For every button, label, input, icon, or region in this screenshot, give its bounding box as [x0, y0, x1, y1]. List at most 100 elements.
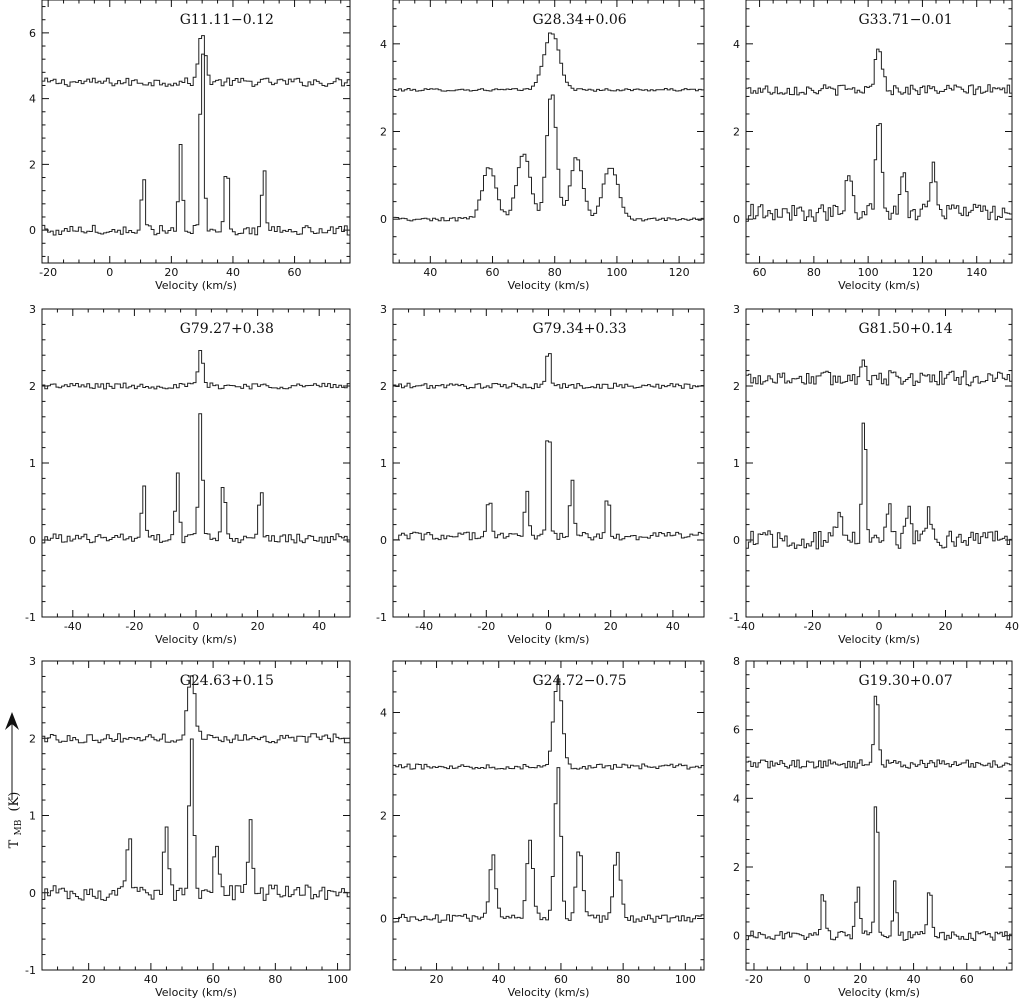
x-tick-label: 20: [82, 973, 96, 986]
panel-title: G24.72−0.75: [533, 673, 627, 689]
x-tick-label: 0: [804, 973, 811, 986]
y-tick-label: 4: [733, 792, 740, 805]
spectrum-panel-3: 60 80 100 120 140 0 2 4 Velocity (km/s) G33.71−0.…: [733, 0, 1013, 292]
spectrum-panel-6: -40 -20 0 20 40 -1 0 1 2 3 Velocity (km/s) G81.50+0…: [729, 303, 1019, 646]
panel-title: G79.34+0.33: [533, 321, 627, 337]
spectrum-line-lower: [42, 738, 350, 901]
y-tick-label: 1: [29, 810, 36, 823]
y-tick-label: 4: [733, 38, 740, 51]
x-axis-label: Velocity (km/s): [838, 633, 920, 646]
x-tick-label: -40: [64, 620, 82, 633]
x-tick-label: 40: [1005, 620, 1019, 633]
x-tick-label: 60: [753, 266, 767, 279]
x-tick-label: 60: [554, 973, 568, 986]
x-tick-label: 80: [807, 266, 821, 279]
panel-title: G79.27+0.38: [180, 321, 274, 337]
spectrum-line-upper: [393, 353, 704, 390]
y-tick-label: 1: [29, 457, 36, 470]
spectrum-line-lower: [393, 440, 704, 541]
x-tick-label: 60: [486, 266, 500, 279]
x-tick-label: 20: [604, 620, 618, 633]
panel-title: G24.63+0.15: [180, 673, 274, 689]
spectrum-line-lower: [746, 422, 1012, 550]
x-tick-label: -40: [415, 620, 433, 633]
plot-frame: [745, 0, 1013, 264]
y-tick-label: 0: [733, 213, 740, 226]
panel-title: G28.34+0.06: [533, 12, 627, 28]
x-axis-label: Velocity (km/s): [508, 633, 590, 646]
spectrum-line-lower: [42, 53, 350, 236]
y-tick-label: 6: [29, 27, 36, 40]
y-tick-label: 4: [380, 707, 387, 720]
x-tick-label: 40: [666, 620, 680, 633]
panel-title: G11.11−0.12: [180, 12, 274, 28]
x-tick-label: 100: [675, 973, 696, 986]
spectrum-panel-8: 20 40 60 80 100 0 2 4 Velocity (km/s) G24.72−0.75: [380, 660, 705, 999]
x-tick-label: -20: [477, 620, 495, 633]
x-tick-label: 60: [960, 973, 974, 986]
spectrum-line-upper: [42, 35, 350, 87]
spectrum-line-upper: [746, 359, 1012, 387]
y-axis-label-unit: (K): [7, 792, 22, 812]
plot-frame: [745, 308, 1013, 618]
y-tick-label: 2: [733, 126, 740, 139]
plot-frame: [392, 660, 705, 971]
y-tick-label: 4: [380, 38, 387, 51]
spectrum-line-upper: [746, 48, 1012, 96]
y-tick-label: 0: [380, 213, 387, 226]
y-tick-label: 2: [733, 380, 740, 393]
plot-frame: [41, 0, 351, 264]
x-tick-label: -20: [125, 620, 143, 633]
y-tick-label: 1: [733, 457, 740, 470]
x-tick-label: 0: [876, 620, 883, 633]
spectrum-line-upper: [42, 350, 350, 390]
x-tick-label: 140: [966, 266, 987, 279]
y-tick-label: 2: [380, 380, 387, 393]
y-tick-label: -1: [376, 611, 387, 624]
x-tick-label: -40: [737, 620, 755, 633]
x-tick-label: 40: [492, 973, 506, 986]
x-tick-label: -20: [804, 620, 822, 633]
y-tick-label: 0: [380, 913, 387, 926]
y-tick-label: 2: [380, 126, 387, 139]
y-tick-label: 3: [380, 303, 387, 316]
x-axis-label: Velocity (km/s): [508, 279, 590, 292]
y-tick-label: 2: [380, 810, 387, 823]
y-axis-arrow-icon: [5, 712, 19, 800]
y-tick-label: 1: [380, 457, 387, 470]
x-tick-label: 120: [912, 266, 933, 279]
spectrum-line-upper: [393, 32, 704, 92]
y-tick-label: 0: [733, 930, 740, 943]
plot-frame: [745, 660, 1013, 971]
panel-title: G81.50+0.14: [859, 321, 953, 337]
spectrum-line-lower: [393, 767, 704, 923]
x-tick-label: -20: [745, 973, 763, 986]
spectrum-panel-1: -20 0 20 40 60 0 2 4 6 Velocity (km/s) G11.11−0.12: [29, 0, 351, 292]
x-tick-label: 100: [606, 266, 627, 279]
x-axis-label: Velocity (km/s): [155, 986, 237, 999]
y-tick-label: 2: [29, 158, 36, 171]
panel-title: G19.30+0.07: [859, 673, 953, 689]
x-tick-label: 20: [251, 620, 265, 633]
x-axis-label: Velocity (km/s): [155, 279, 237, 292]
x-axis-label: Velocity (km/s): [838, 986, 920, 999]
y-axis-label: T MB (K): [7, 792, 24, 849]
x-tick-label: 80: [548, 266, 562, 279]
y-tick-label: 3: [29, 303, 36, 316]
y-tick-label: 3: [29, 655, 36, 668]
y-tick-label: -1: [729, 611, 740, 624]
x-tick-label: 100: [327, 973, 348, 986]
x-tick-label: 20: [430, 973, 444, 986]
x-tick-label: 100: [858, 266, 879, 279]
x-tick-label: 0: [545, 620, 552, 633]
spectrum-line-upper: [42, 675, 350, 744]
x-tick-label: 20: [853, 973, 867, 986]
y-tick-label: 2: [29, 380, 36, 393]
x-axis-label: Velocity (km/s): [838, 279, 920, 292]
x-tick-label: 120: [669, 266, 690, 279]
x-axis-label: Velocity (km/s): [508, 986, 590, 999]
x-tick-label: 40: [226, 266, 240, 279]
y-tick-label: 0: [29, 887, 36, 900]
y-tick-label: 6: [733, 724, 740, 737]
panel-title: G33.71−0.01: [859, 12, 953, 28]
